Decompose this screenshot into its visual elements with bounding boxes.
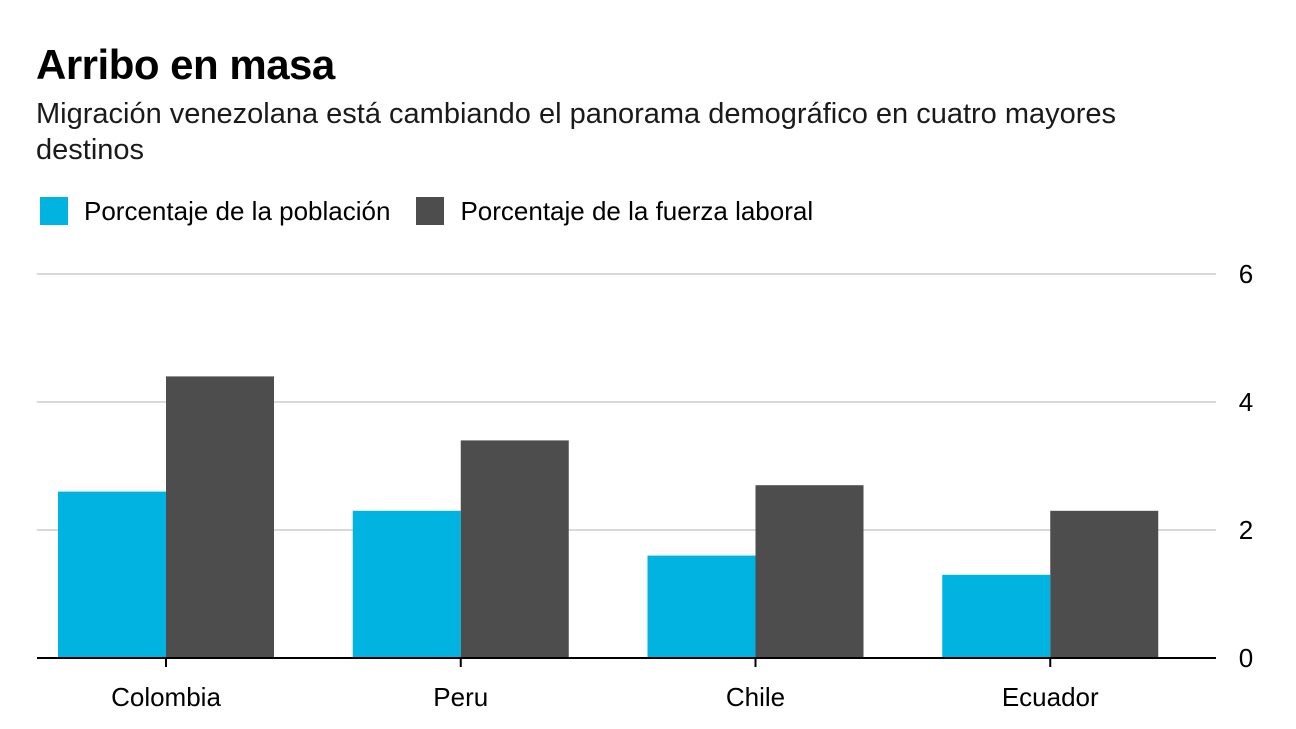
- chart-title: Arribo en masa: [36, 41, 335, 88]
- bar-chile-fuerza-laboral: [755, 485, 864, 658]
- x-tick-label-ecuador: Ecuador: [1002, 682, 1099, 712]
- bar-chile-poblacion: [647, 555, 756, 658]
- y-tick-label-4: 4: [1239, 387, 1253, 417]
- y-tick-label-2: 2: [1239, 515, 1253, 545]
- bar-peru-poblacion: [352, 510, 461, 658]
- bar-peru-fuerza-laboral: [460, 440, 569, 658]
- legend-label-fuerza-laboral: Porcentaje de la fuerza laboral: [460, 195, 814, 226]
- bar-ecuador-poblacion: [942, 574, 1051, 658]
- x-tick-label-peru: Peru: [433, 682, 488, 712]
- legend-item-fuerza-laboral: Porcentaje de la fuerza laboral: [416, 196, 813, 227]
- bar-colombia-fuerza-laboral: [166, 376, 274, 658]
- chart-subtitle: Migración venezolana está cambiando el p…: [36, 98, 1117, 166]
- y-tick-label-6: 6: [1239, 259, 1253, 289]
- bar-colombia-poblacion: [58, 491, 166, 658]
- bar-ecuador-fuerza-laboral: [1050, 510, 1159, 658]
- y-tick-label-0: 0: [1239, 643, 1253, 673]
- legend-swatch-fuerza-laboral: [416, 197, 445, 225]
- legend-label-poblacion: Porcentaje de la población: [84, 195, 391, 226]
- legend: Porcentaje de la población Porcentaje de…: [40, 194, 813, 228]
- x-tick-label-chile: Chile: [726, 682, 785, 712]
- legend-item-poblacion: Porcentaje de la población: [40, 196, 390, 227]
- x-tick-label-colombia: Colombia: [111, 682, 221, 712]
- legend-swatch-poblacion: [40, 197, 68, 225]
